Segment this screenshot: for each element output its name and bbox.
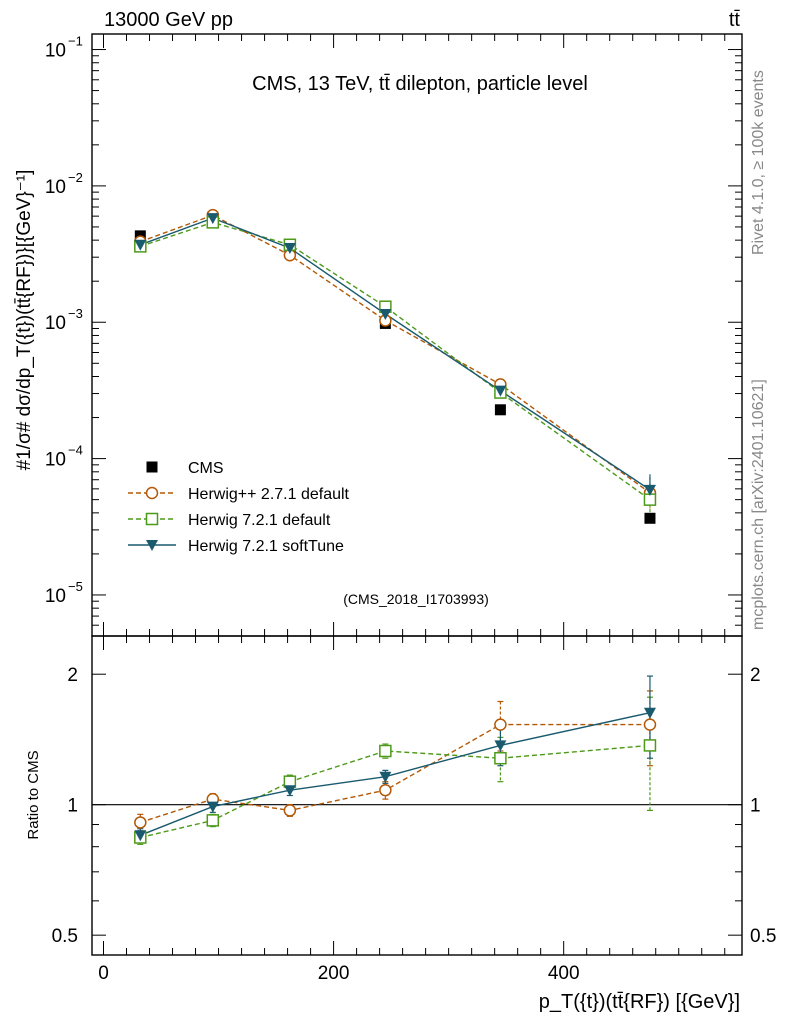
y-tick-exponent: −3 <box>68 306 83 321</box>
analysis-watermark: (CMS_2018_I1703993) <box>343 591 489 607</box>
y-tick-exponent: −4 <box>68 443 83 458</box>
ratio-point-0 <box>283 804 297 817</box>
main-axis-ticks: 10−110−210−310−410−5 <box>45 34 742 955</box>
data-point-3 <box>283 243 296 255</box>
data-point-3 <box>134 239 147 251</box>
process-label: tt̄ <box>729 9 741 31</box>
ratio-series-line-1 <box>140 744 651 839</box>
ratio-point-2 <box>206 801 219 813</box>
data-point-3 <box>206 213 219 225</box>
y-tick-label: 10 <box>45 313 66 334</box>
y-tick-exponent: −5 <box>68 579 83 594</box>
x-tick-label: 400 <box>548 963 580 984</box>
legend-marker <box>146 461 158 473</box>
y-tick-label: 10 <box>45 586 66 607</box>
ratio-point-2 <box>379 771 392 783</box>
ratio-y-tick-label-left: 1 <box>67 796 78 817</box>
ratio-axis-ticks: 0.5 0.5 1 1 2 2 0 200 400 <box>52 665 777 984</box>
data-point-3 <box>643 484 656 496</box>
rivet-label: Rivet 4.1.0, ≥ 100k events <box>750 70 767 255</box>
ratio-y-tick-label-right: 0.5 <box>750 926 776 947</box>
legend-label: Herwig 7.2.1 default <box>188 512 331 529</box>
ratio-point-0 <box>643 718 657 731</box>
ratio-point-0 <box>379 783 392 797</box>
data-point-3 <box>379 308 392 320</box>
y-tick-label: 10 <box>45 41 66 62</box>
ratio-series-line-0 <box>140 723 650 824</box>
ratio-y-axis-label: Ratio to CMS <box>25 750 42 839</box>
ratio-point-0 <box>494 718 507 731</box>
ratio-y-tick-label-right: 2 <box>750 665 761 686</box>
plot-title: CMS, 13 TeV, tt̄ dilepton, particle leve… <box>252 73 588 95</box>
ratio-series-line-2 <box>140 712 651 836</box>
y-tick-label: 10 <box>45 177 66 198</box>
y-tick-label: 10 <box>45 450 66 471</box>
ratio-point-2 <box>494 740 507 752</box>
ratio-y-tick-label-left: 2 <box>67 665 78 686</box>
legend-marker <box>145 512 159 526</box>
series-line-3 <box>140 217 651 491</box>
ratio-point-1 <box>379 744 392 758</box>
legend-marker <box>145 486 159 500</box>
x-tick-label: 200 <box>318 963 350 984</box>
data-point-3 <box>494 385 507 397</box>
ratio-point-2 <box>643 707 656 719</box>
ratio-point-2 <box>283 785 296 797</box>
mcplots-label: mcplots.cern.ch [arXiv:2401.10621] <box>750 379 767 630</box>
legend-label: CMS <box>188 460 224 477</box>
data-point-cms <box>494 404 506 416</box>
ratio-y-tick-label-left: 0.5 <box>52 926 78 947</box>
ratio-y-tick-label-right: 1 <box>750 796 761 817</box>
ratio-point-1 <box>494 751 507 765</box>
x-tick-label: 0 <box>98 963 109 984</box>
ratio-point-1 <box>643 739 657 752</box>
main-series-layer <box>134 208 657 524</box>
x-axis-label: p_T({t})(tt̄{RF}) [{GeV}] <box>539 991 740 1013</box>
ratio-plot-frame <box>91 635 743 956</box>
legend: CMS Herwig++ 2.7.1 default Herwig 7.2.1 de… <box>128 460 350 555</box>
legend-label: Herwig++ 2.7.1 default <box>188 486 350 503</box>
series-line-2 <box>140 221 651 501</box>
legend-label: Herwig 7.2.1 softTune <box>188 538 344 555</box>
data-point-cms <box>644 512 656 524</box>
ratio-point-2 <box>134 830 147 842</box>
ratio-point-0 <box>134 816 147 829</box>
y-tick-exponent: −1 <box>68 34 83 49</box>
series-line-1 <box>140 214 651 494</box>
collision-label: 13000 GeV pp <box>104 9 233 31</box>
main-y-axis-label: #1/σ# dσ/dp_T({t})(tt̄{RF})}[{GeV}⁻¹] <box>14 170 35 471</box>
ratio-point-1 <box>206 814 220 827</box>
y-tick-exponent: −2 <box>68 170 83 185</box>
legend-marker <box>146 540 158 551</box>
ratio-series-layer <box>134 675 657 845</box>
